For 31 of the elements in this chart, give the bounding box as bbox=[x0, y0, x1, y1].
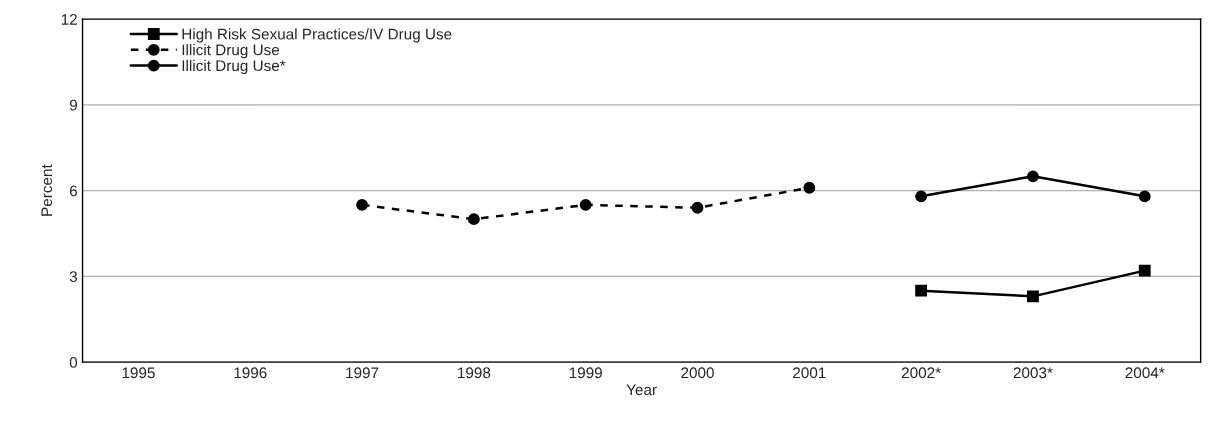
y-tick-label: 9 bbox=[69, 99, 77, 111]
x-tick-label: 1996 bbox=[234, 367, 267, 379]
y-tick-label: 3 bbox=[69, 271, 78, 283]
y-tick-label: 6 bbox=[69, 185, 78, 197]
x-tick-label: 1999 bbox=[569, 367, 602, 379]
x-tick-label: 2003* bbox=[1013, 367, 1053, 379]
point bbox=[915, 284, 928, 297]
point bbox=[467, 213, 480, 226]
x-tick-label: 2004* bbox=[1125, 367, 1165, 379]
legend-label: Illicit Drug Use* bbox=[182, 59, 286, 75]
point bbox=[803, 181, 816, 194]
legend-label: Illicit Drug Use bbox=[182, 44, 280, 59]
point bbox=[1027, 290, 1039, 303]
x-axis-title: Year bbox=[626, 384, 657, 396]
point bbox=[691, 201, 704, 214]
point bbox=[1138, 190, 1151, 203]
x-tick-label: 2000 bbox=[681, 367, 714, 379]
point bbox=[1138, 264, 1151, 277]
point bbox=[579, 199, 592, 211]
y-axis-title: Percent bbox=[41, 164, 53, 216]
x-tick-label: 2002* bbox=[901, 367, 941, 379]
legend-label: High Risk Sexual Practices/IV Drug Use bbox=[182, 28, 452, 43]
y-tick-label: 0 bbox=[69, 356, 78, 368]
x-tick-label: 2001 bbox=[793, 367, 826, 379]
point bbox=[915, 190, 928, 203]
point bbox=[1027, 170, 1039, 183]
x-tick-label: 1995 bbox=[122, 367, 155, 379]
x-tick-label: 1997 bbox=[346, 367, 379, 379]
x-tick-label: 1998 bbox=[458, 367, 491, 379]
point bbox=[356, 199, 368, 211]
y-tick-label: 12 bbox=[61, 13, 77, 25]
